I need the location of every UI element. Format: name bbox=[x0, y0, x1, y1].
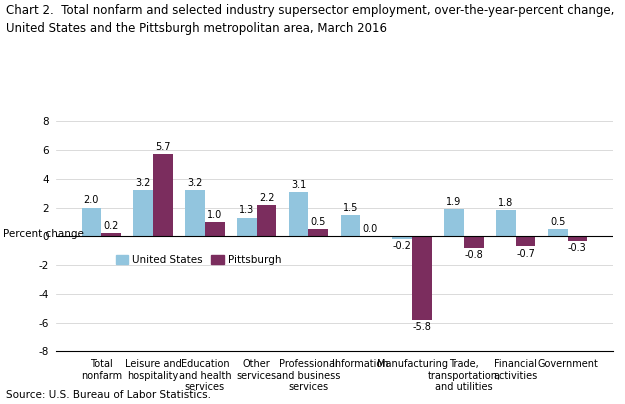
Bar bbox=[133, 190, 153, 236]
Bar bbox=[496, 210, 516, 236]
Text: 2.0: 2.0 bbox=[84, 196, 99, 205]
Text: -0.2: -0.2 bbox=[392, 241, 412, 251]
Bar bbox=[205, 222, 224, 236]
Bar bbox=[309, 229, 328, 236]
Bar bbox=[392, 236, 412, 239]
Text: Percent change: Percent change bbox=[3, 229, 84, 239]
Text: -0.3: -0.3 bbox=[568, 243, 587, 253]
Text: -5.8: -5.8 bbox=[412, 322, 431, 332]
Legend: United States, Pittsburgh: United States, Pittsburgh bbox=[111, 251, 286, 269]
Text: Source: U.S. Bureau of Labor Statistics.: Source: U.S. Bureau of Labor Statistics. bbox=[6, 390, 211, 400]
Bar bbox=[237, 218, 257, 236]
Text: Chart 2.  Total nonfarm and selected industry supersector employment, over-the-y: Chart 2. Total nonfarm and selected indu… bbox=[6, 4, 614, 17]
Bar bbox=[153, 154, 173, 236]
Bar bbox=[412, 236, 432, 320]
Bar bbox=[185, 190, 205, 236]
Text: 0.5: 0.5 bbox=[550, 217, 566, 227]
Bar bbox=[257, 205, 276, 236]
Bar bbox=[464, 236, 484, 248]
Text: -0.8: -0.8 bbox=[464, 250, 483, 260]
Text: 0.2: 0.2 bbox=[103, 221, 119, 231]
Text: 2.2: 2.2 bbox=[259, 193, 274, 202]
Text: 5.7: 5.7 bbox=[155, 142, 171, 152]
Text: -0.7: -0.7 bbox=[516, 248, 535, 259]
Bar bbox=[341, 215, 360, 236]
Text: 1.9: 1.9 bbox=[446, 197, 462, 207]
Bar bbox=[568, 236, 588, 241]
Text: 1.3: 1.3 bbox=[239, 206, 254, 215]
Text: 0.5: 0.5 bbox=[311, 217, 326, 227]
Bar bbox=[548, 229, 568, 236]
Bar bbox=[444, 209, 464, 236]
Text: 3.2: 3.2 bbox=[136, 178, 151, 188]
Bar bbox=[101, 234, 121, 236]
Bar bbox=[516, 236, 536, 246]
Text: United States and the Pittsburgh metropolitan area, March 2016: United States and the Pittsburgh metropo… bbox=[6, 22, 388, 35]
Text: 3.1: 3.1 bbox=[291, 179, 306, 189]
Bar bbox=[81, 208, 101, 236]
Text: 1.0: 1.0 bbox=[207, 210, 222, 220]
Text: 0.0: 0.0 bbox=[362, 224, 378, 234]
Bar bbox=[289, 192, 309, 236]
Text: 3.2: 3.2 bbox=[188, 178, 202, 188]
Text: 1.8: 1.8 bbox=[498, 198, 514, 208]
Text: 1.5: 1.5 bbox=[342, 202, 358, 213]
